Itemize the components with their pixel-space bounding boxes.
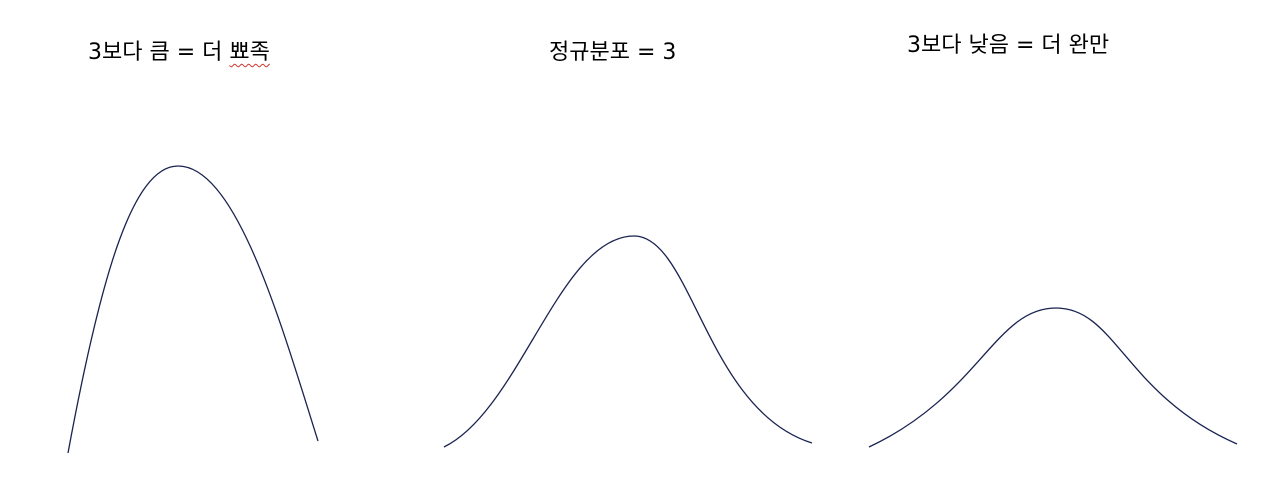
- spellcheck-marked-word: 뾰족: [229, 40, 270, 65]
- platykurtic-curve: [868, 307, 1238, 448]
- leptokurtic-curve: [67, 165, 319, 454]
- leptokurtic-label-text: 3보다 큼 = 더: [88, 40, 230, 65]
- normal-distribution-label: 정규분포 = 3: [549, 40, 677, 65]
- platykurtic-label: 3보다 낮음 = 더 완만: [907, 33, 1110, 58]
- normal-curve: [443, 235, 813, 448]
- leptokurtic-label: 3보다 큼 = 더 뾰족: [88, 42, 270, 64]
